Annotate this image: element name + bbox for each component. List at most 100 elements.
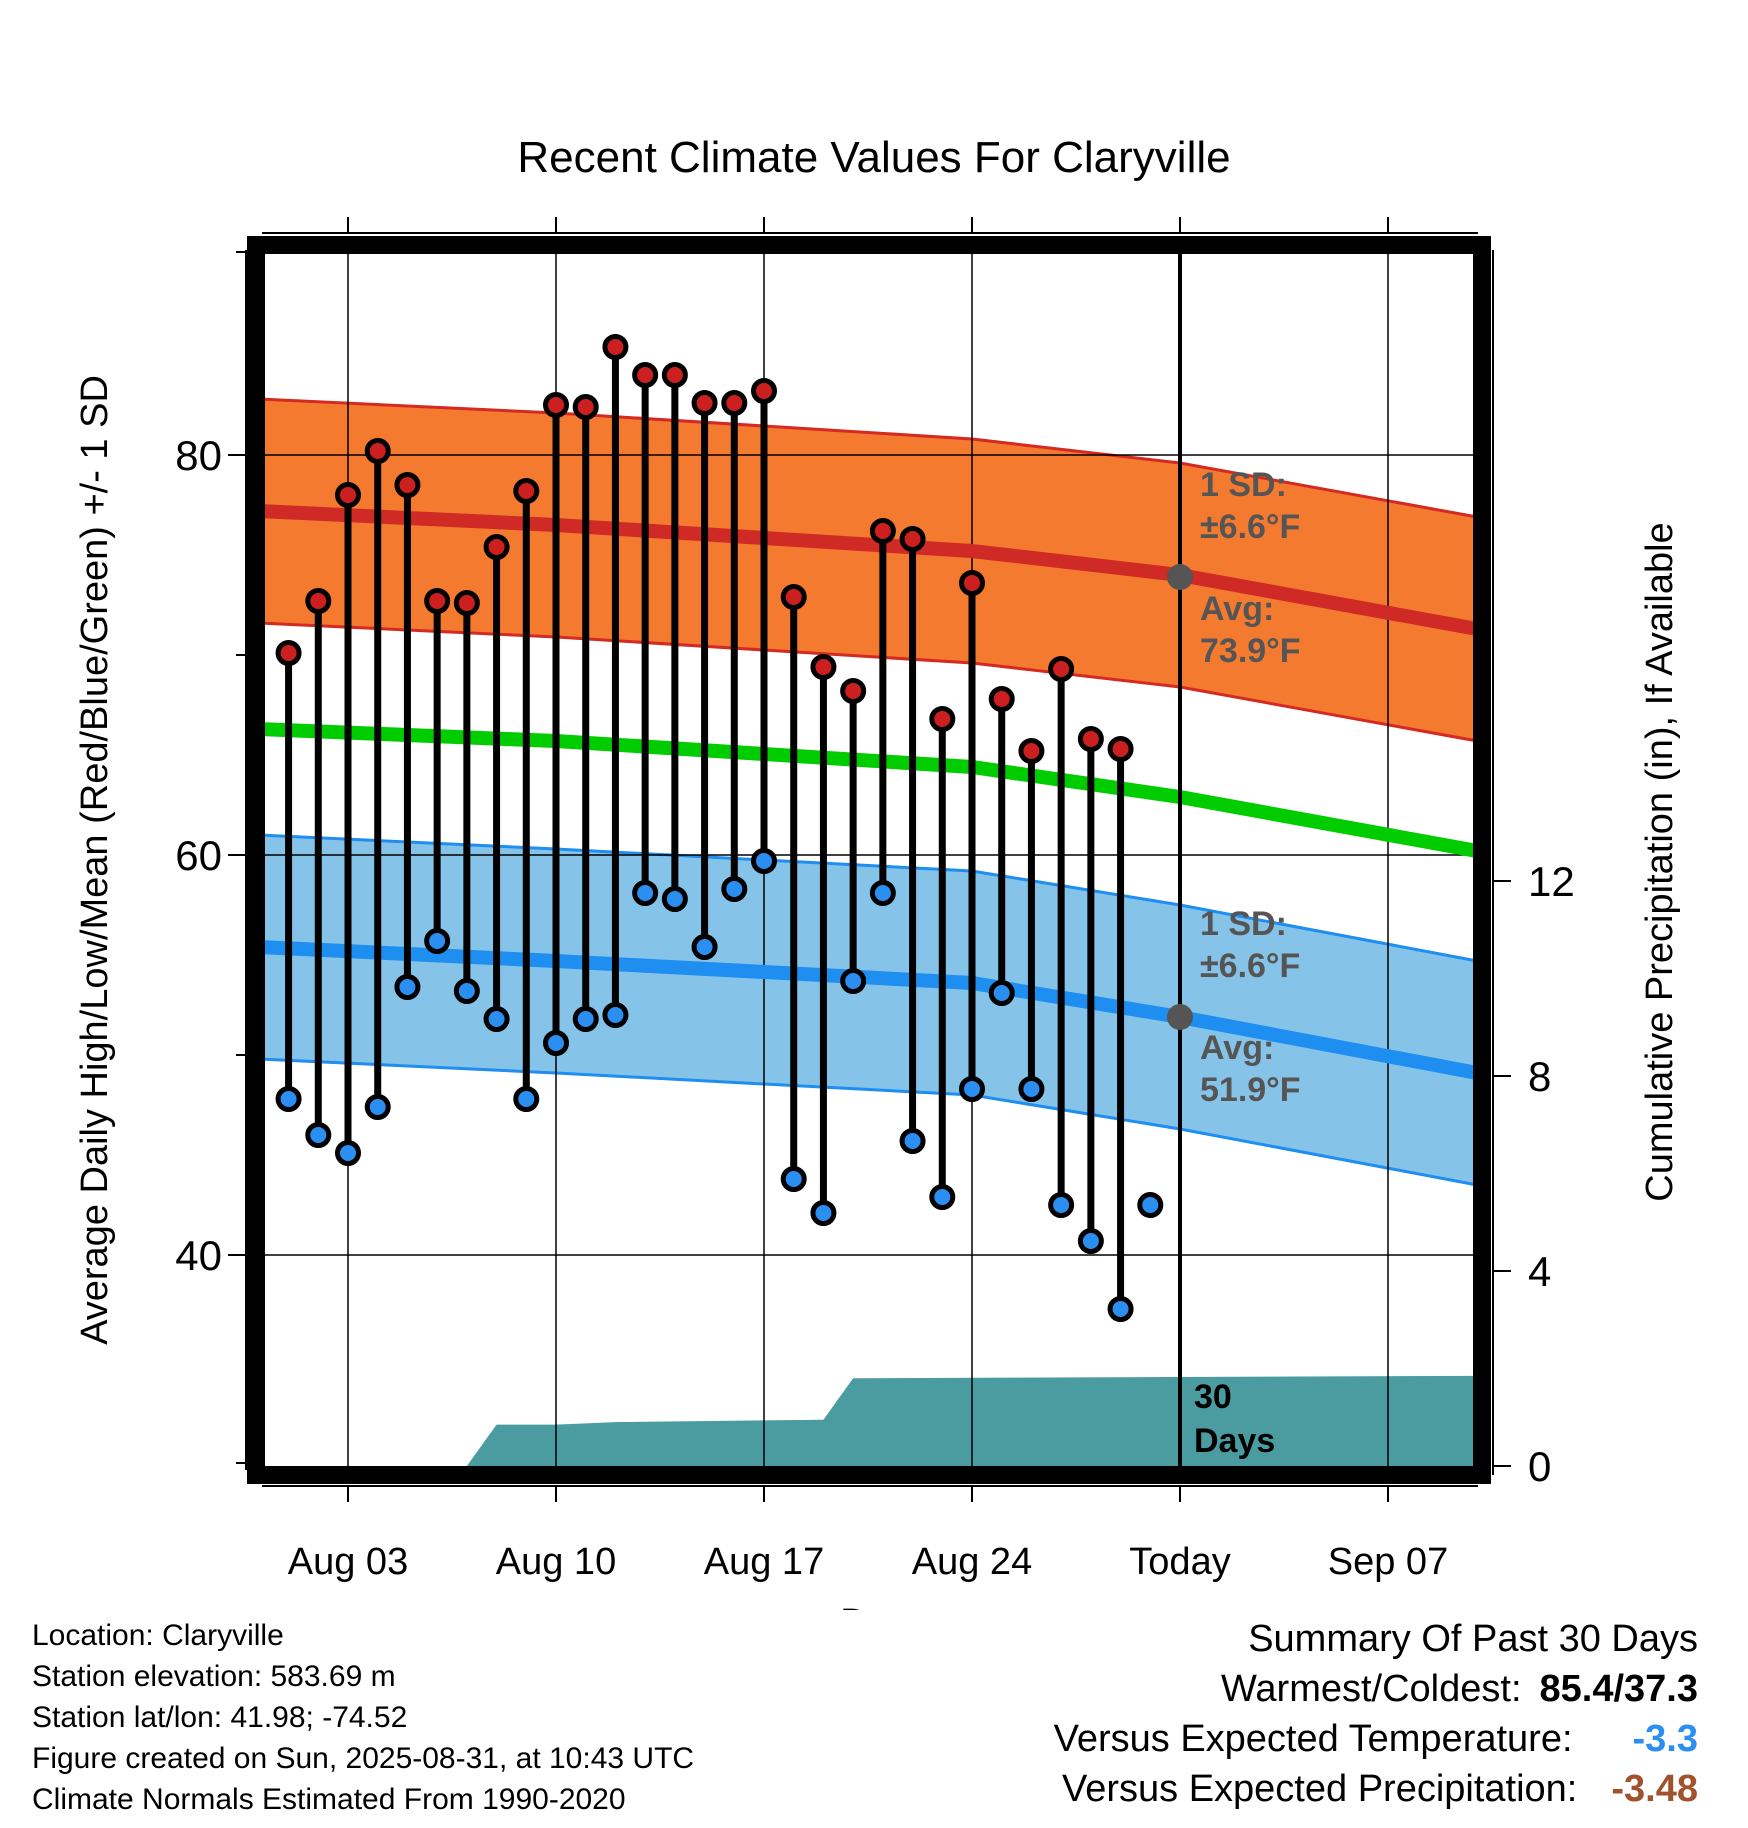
x-tick-label: Aug 03 xyxy=(288,1541,408,1583)
low-point xyxy=(335,1140,361,1166)
precip-value: -3.48 xyxy=(1611,1768,1698,1810)
annotations: 1 SD: ±6.6°F Avg: 73.9°F 1 SD: ±6.6°F Avg: 51.9… xyxy=(1167,466,1301,1109)
chart-title: Recent Climate Values For Claryville xyxy=(517,133,1230,182)
low-point xyxy=(1137,1192,1164,1218)
normal-high-line xyxy=(258,504,1479,636)
low-point xyxy=(810,1200,837,1226)
low-point xyxy=(1018,1076,1045,1102)
low-point xyxy=(840,968,867,994)
y2-axis-label: Cumulative Precipitation (in), If Availa… xyxy=(1639,522,1681,1201)
high-annotation-avg-dot xyxy=(1167,564,1193,590)
high-point xyxy=(394,472,421,498)
summary-panel: Summary Of Past 30 Days Warmest/Coldest:… xyxy=(1054,1614,1698,1814)
summary-warm-cold: Warmest/Coldest: 85.4/37.3 xyxy=(1054,1664,1698,1714)
high-annotation-sd-value: ±6.6°F xyxy=(1200,508,1300,546)
temp-label: Versus Expected Temperature: xyxy=(1053,1718,1573,1760)
high-point xyxy=(959,570,985,596)
y-tick-label: 80 xyxy=(175,432,222,479)
precipitation-area xyxy=(258,1375,1478,1466)
low-point xyxy=(869,880,896,906)
summary-temp: Versus Expected Temperature: -3.3 xyxy=(1054,1714,1698,1764)
plot-border xyxy=(247,236,1491,1484)
axes: 40 60 80 0 4 8 12 Aug 03 Aug 10 Aug 17 Aug 24 Today… xyxy=(175,217,1575,1583)
low-point xyxy=(602,1002,629,1028)
low-point xyxy=(513,1086,540,1112)
window-label-number: 30 xyxy=(1194,1378,1232,1416)
plot-frame xyxy=(247,236,1491,1484)
y2-tick-label: 0 xyxy=(1528,1443,1551,1490)
low-point xyxy=(1048,1192,1075,1218)
daily-dots xyxy=(275,334,1164,1322)
high-point xyxy=(483,534,510,560)
high-point xyxy=(661,362,688,388)
high-point xyxy=(424,588,451,614)
high-point xyxy=(1077,726,1104,752)
temp-value: -3.3 xyxy=(1632,1718,1698,1760)
x-tick-label: Aug 17 xyxy=(704,1541,824,1583)
x-tick-label: Sep 07 xyxy=(1328,1541,1448,1583)
low-point xyxy=(543,1030,569,1056)
low-point xyxy=(364,1094,391,1120)
x-tick-label: Aug 24 xyxy=(912,1541,1032,1583)
high-point xyxy=(364,438,391,464)
y2-tick-label: 4 xyxy=(1528,1248,1551,1295)
low-point xyxy=(572,1006,599,1032)
high-point xyxy=(305,588,332,614)
low-point xyxy=(1077,1228,1104,1254)
normal-mean-line xyxy=(258,722,1479,858)
high-point xyxy=(632,362,659,388)
high-point xyxy=(869,518,896,544)
high-point xyxy=(275,640,302,666)
precipitation-fill xyxy=(258,1375,1478,1466)
low-point xyxy=(691,934,718,960)
climate-chart: 30 Days 1 SD: ±6.6°F Avg: 73.9°F 1 SD: ±6.6°F A… xyxy=(74,133,1681,1610)
high-sd-band-fill xyxy=(258,399,1478,741)
high-point xyxy=(899,526,926,552)
warm-cold-value: 85.4/37.3 xyxy=(1539,1668,1698,1710)
warm-cold-label: Warmest/Coldest: xyxy=(1220,1668,1522,1710)
low-point xyxy=(424,928,451,954)
high-point xyxy=(721,390,748,416)
low-point xyxy=(988,980,1015,1006)
high-point xyxy=(1048,656,1075,682)
low-point xyxy=(275,1086,302,1112)
x-axis-label: Day xyxy=(840,1602,908,1610)
high-point xyxy=(929,706,956,732)
low-point xyxy=(483,1006,510,1032)
high-point xyxy=(988,686,1015,712)
elevation-text: Station elevation: 583.69 m xyxy=(32,1660,396,1693)
high-annotation-avg-value: 73.9°F xyxy=(1200,632,1301,670)
y2-tick-label: 8 xyxy=(1528,1053,1551,1100)
low-annotation-sd-value: ±6.6°F xyxy=(1200,947,1300,985)
high-point xyxy=(1107,736,1134,762)
high-point xyxy=(751,378,777,404)
low-point xyxy=(929,1184,956,1210)
x-tick-label: Today xyxy=(1129,1541,1230,1583)
y-axis-label: Average Daily High/Low/Mean (Red/Blue/Gr… xyxy=(74,375,116,1345)
low-point xyxy=(899,1128,926,1154)
low-annotation-avg-label: Avg: xyxy=(1200,1029,1274,1067)
summary-precip: Versus Expected Precipitation: -3.48 xyxy=(1054,1764,1698,1814)
low-point xyxy=(632,880,659,906)
window-label-unit: Days xyxy=(1194,1422,1275,1460)
low-annotation-avg-value: 51.9°F xyxy=(1200,1071,1301,1109)
high-point xyxy=(543,392,569,418)
low-point xyxy=(751,848,777,874)
high-point xyxy=(602,334,629,360)
low-annotation-sd-label: 1 SD: xyxy=(1200,905,1287,943)
high-point xyxy=(513,478,540,504)
high-annotation-sd-label: 1 SD: xyxy=(1200,466,1287,504)
high-point xyxy=(335,482,361,508)
x-tick-label: Aug 10 xyxy=(496,1541,616,1583)
precip-label: Versus Expected Precipitation: xyxy=(1061,1768,1578,1810)
location-text: Location: Claryville xyxy=(32,1619,284,1652)
low-point xyxy=(305,1122,332,1148)
high-point xyxy=(453,590,480,616)
high-point xyxy=(691,390,718,416)
low-point xyxy=(959,1076,985,1102)
normals-text: Climate Normals Estimated From 1990-2020 xyxy=(32,1783,626,1816)
y-tick-label: 60 xyxy=(175,832,222,879)
y-tick-label: 40 xyxy=(175,1232,222,1279)
low-point xyxy=(721,876,748,902)
low-point xyxy=(453,978,480,1004)
